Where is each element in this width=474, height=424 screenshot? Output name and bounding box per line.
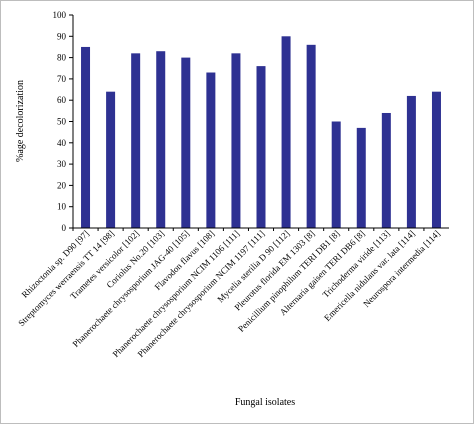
- bar: [331, 121, 341, 228]
- y-tick-label: 100: [53, 10, 67, 20]
- bar: [431, 91, 441, 229]
- bar: [406, 95, 416, 228]
- y-tick-label: 80: [57, 53, 67, 63]
- y-tick-label: 40: [57, 138, 67, 148]
- y-axis-ticks: 0 10 20 30 40 50 60 70 80 90 100: [53, 10, 73, 233]
- bar: [256, 66, 266, 229]
- bar: [106, 91, 116, 229]
- bar: [381, 112, 391, 228]
- y-tick-label: 50: [57, 117, 67, 127]
- bar: [231, 53, 241, 229]
- y-tick-label: 0: [62, 223, 67, 233]
- bar: [81, 46, 91, 229]
- bar: [356, 127, 366, 228]
- y-tick-label: 60: [57, 95, 67, 105]
- bars: [81, 36, 441, 229]
- bar: [306, 44, 316, 228]
- y-tick-label: 30: [57, 159, 67, 169]
- bar: [206, 72, 216, 228]
- y-tick-label: 70: [57, 74, 67, 84]
- bar: [181, 57, 191, 228]
- bar: [281, 36, 291, 228]
- y-axis-title: %age decolorization: [15, 80, 26, 162]
- y-tick-label: 10: [57, 202, 67, 212]
- x-axis-title: Fungal isolates: [235, 397, 295, 408]
- y-tick-label: 90: [57, 31, 67, 41]
- bar: [131, 53, 141, 229]
- bar: [156, 51, 166, 229]
- x-axis-category-labels: Rhizoctonia sp. D90 [97]Streptomyces wer…: [16, 228, 442, 359]
- y-tick-label: 20: [57, 180, 67, 190]
